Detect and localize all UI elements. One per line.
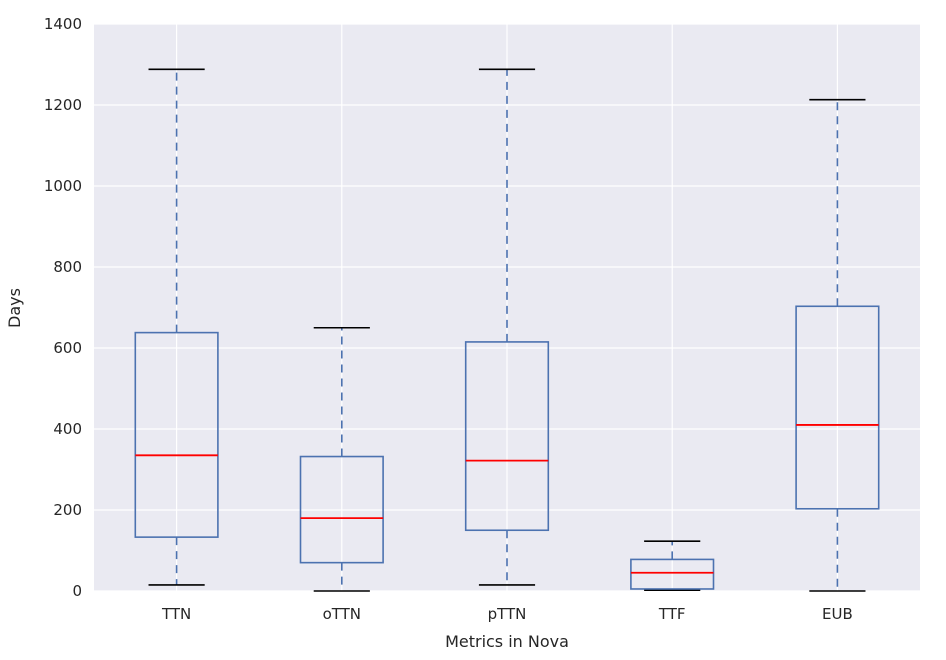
box-TTF [630,558,715,590]
y-tick-label: 1400 [44,15,82,33]
box-oTTN [299,455,384,564]
y-tick-label: 1000 [44,177,82,195]
box-pTTN [464,341,550,532]
x-tick-label: pTTN [488,605,527,623]
y-tick-label: 800 [53,258,82,276]
box-TTN [134,331,219,538]
box-EUB [795,305,880,510]
x-tick-labels: TTN oTTN pTTN TTF EUB [161,605,853,623]
x-tick-label: EUB [822,605,853,623]
x-axis-label: Metrics in Nova [445,632,569,651]
y-tick-labels: 0 200 400 600 800 1000 1200 1400 [44,15,82,600]
y-tick-label: 600 [53,339,82,357]
y-tick-label: 400 [53,420,82,438]
y-tick-label: 1200 [44,96,82,114]
y-tick-label: 0 [72,582,82,600]
x-tick-label: oTTN [323,605,361,623]
y-tick-label: 200 [53,501,82,519]
boxes [134,68,880,592]
y-axis-label: Days [5,288,24,328]
x-tick-label: TTN [161,605,191,623]
x-tick-label: TTF [658,605,686,623]
